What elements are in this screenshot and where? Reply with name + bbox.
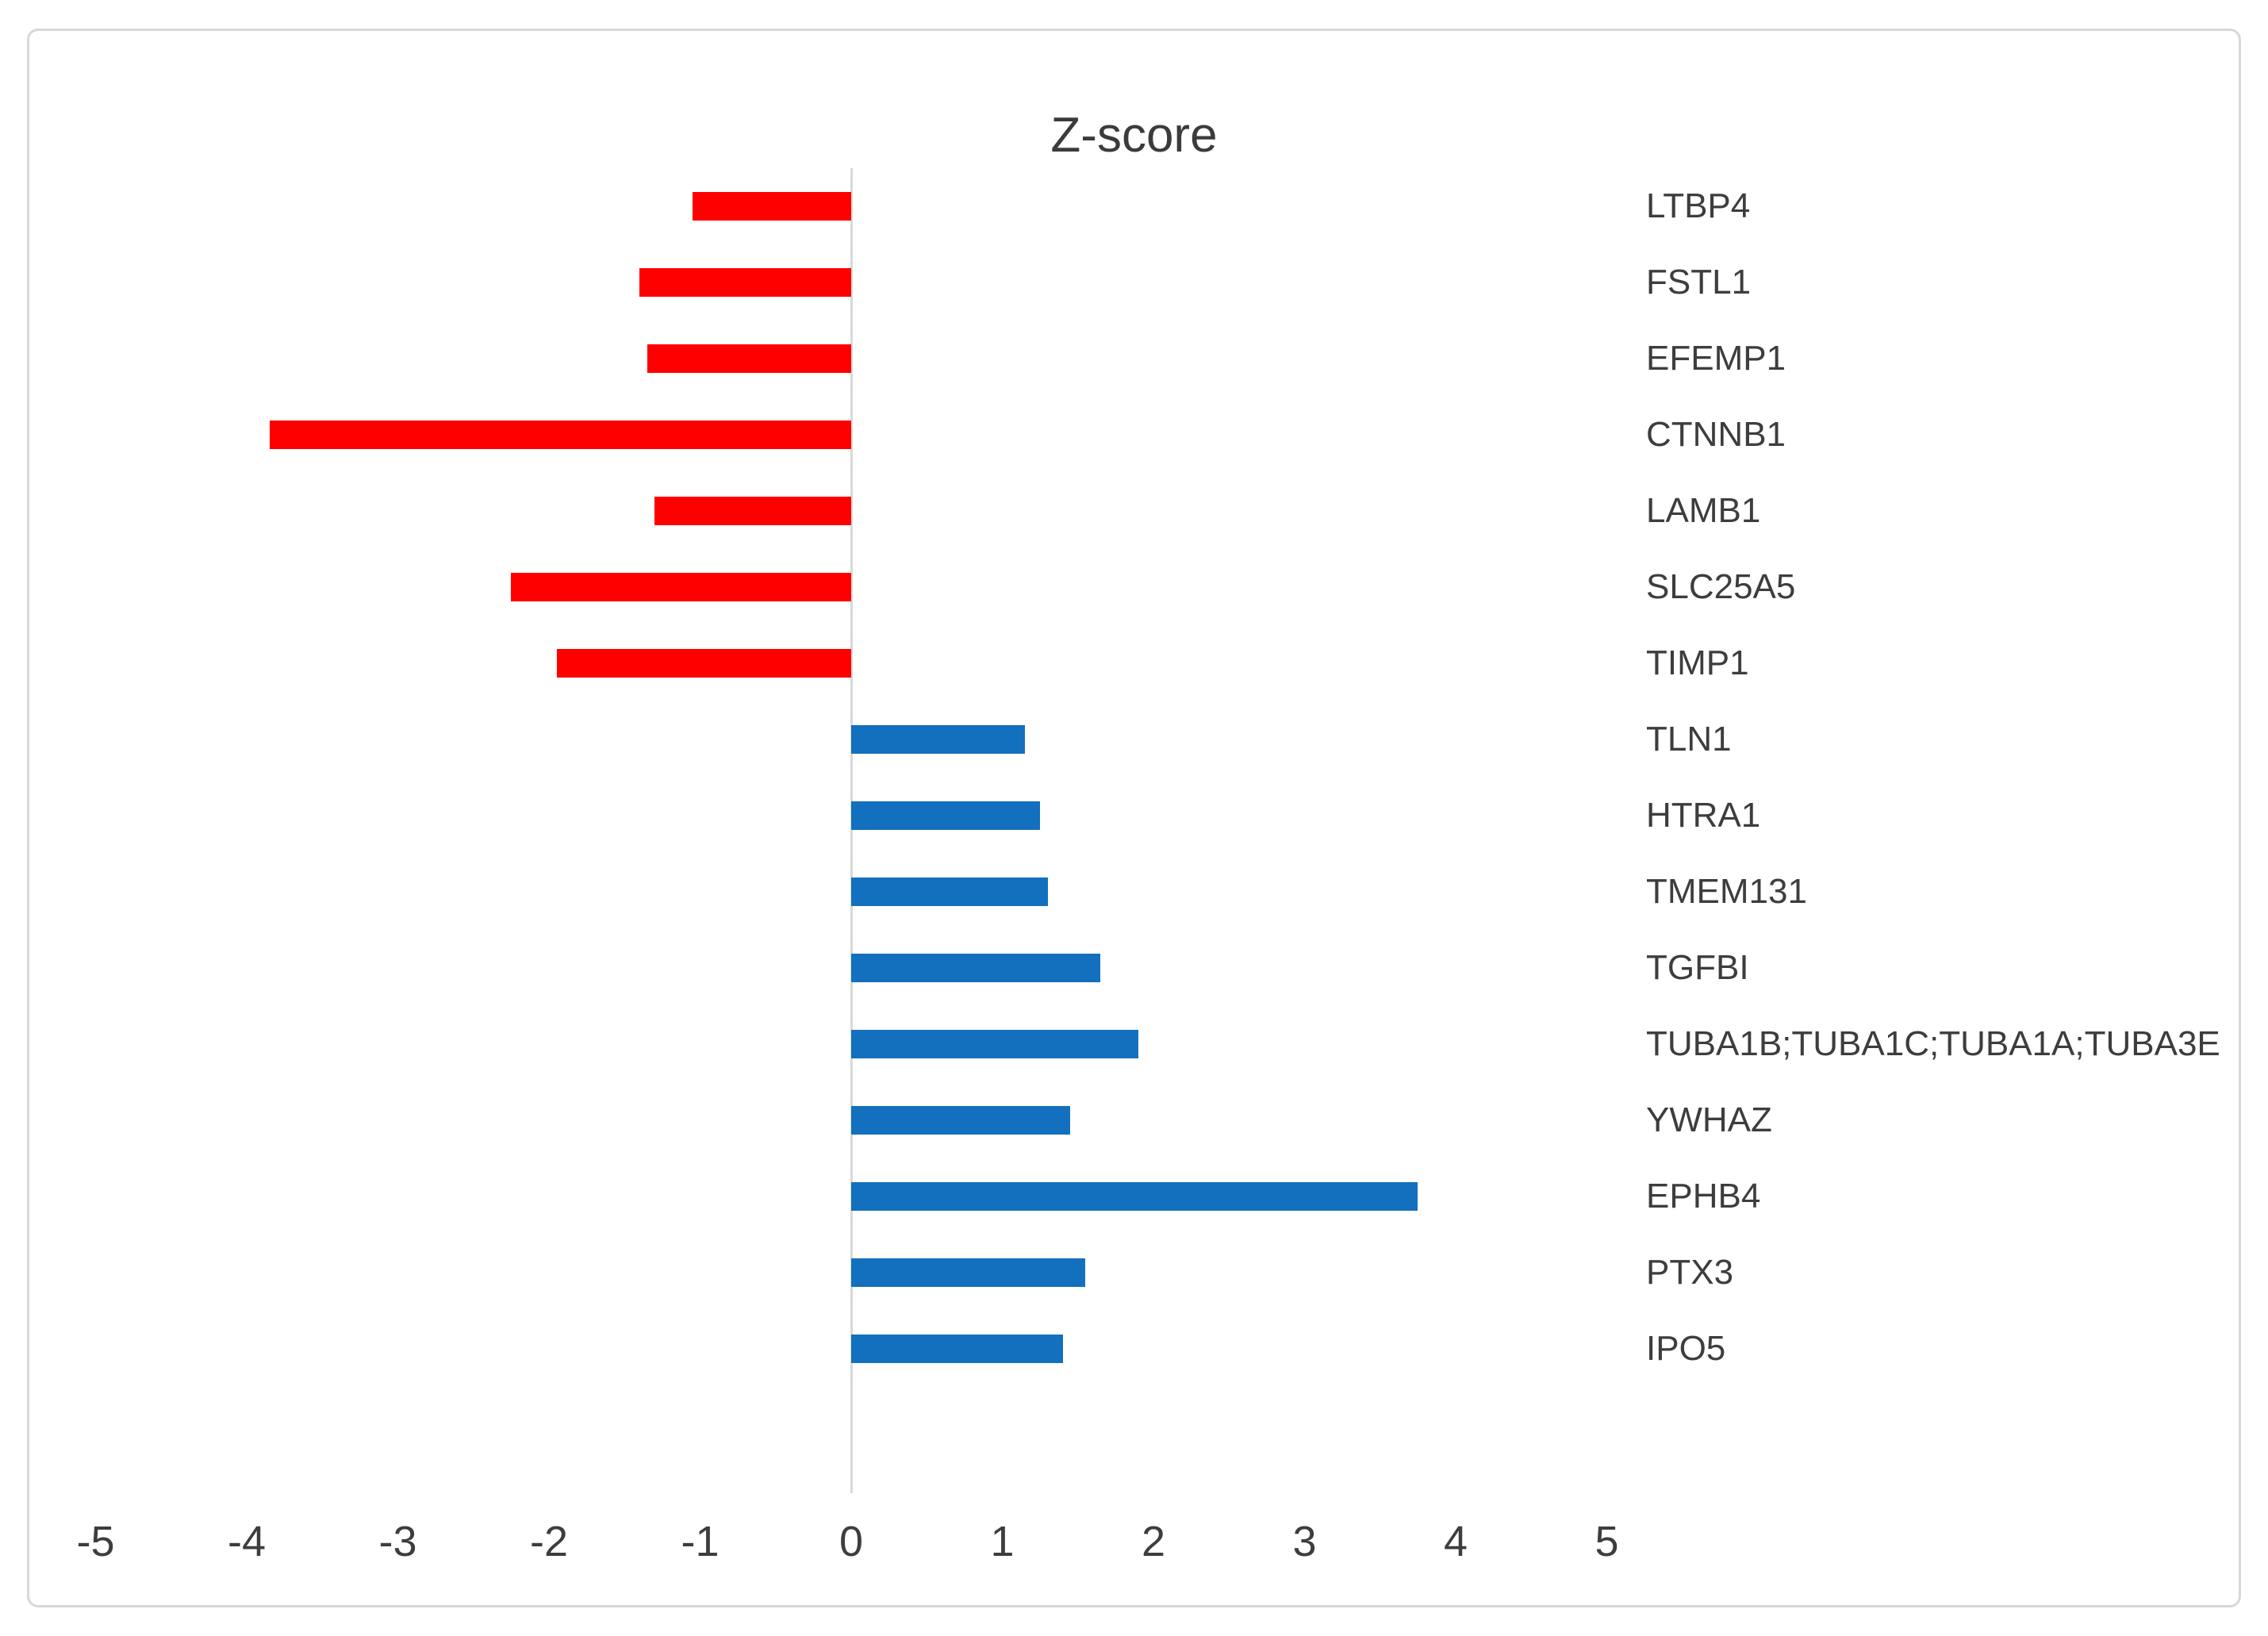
bar-PTX3 [851,1258,1086,1287]
bar-IPO5 [851,1335,1063,1363]
x-tick-label: -2 [529,1518,569,1565]
category-label: PTX3 [1646,1253,1734,1292]
bar-TGFBI [851,954,1101,982]
chart-frame: Z-score [27,29,2241,1607]
category-axis-line [850,168,853,1493]
category-label: CTNNB1 [1646,415,1786,454]
category-label: TGFBI [1646,948,1749,987]
x-tick-label: 4 [1443,1518,1468,1565]
bar-SLC25A5 [511,573,851,601]
bar-TUBA1B;TUBA1C;TUBA1A;TUBA3E [851,1030,1138,1058]
x-tick-label: -1 [681,1518,720,1565]
x-tick-label: 0 [839,1518,864,1565]
bar-TMEM131 [851,878,1048,906]
chart-title: Z-score [1050,108,1218,163]
x-tick-label: -4 [227,1518,267,1565]
x-tick-label: 3 [1292,1518,1317,1565]
bar-LTBP4 [692,192,851,221]
x-tick-label: -5 [76,1518,115,1565]
category-label: TUBA1B;TUBA1C;TUBA1A;TUBA3E [1646,1024,2220,1063]
bar-TLN1 [851,725,1026,754]
bar-EFEMP1 [647,344,851,373]
bar-CTNNB1 [269,421,851,449]
category-label: TLN1 [1646,720,1732,758]
bar-TIMP1 [556,649,851,678]
category-label: HTRA1 [1646,796,1761,835]
category-label: IPO5 [1646,1329,1726,1368]
category-label: EPHB4 [1646,1177,1761,1215]
category-label: LTBP4 [1646,186,1751,225]
x-tick-label: 2 [1141,1518,1166,1565]
category-label: TIMP1 [1646,643,1749,682]
x-tick-label: 5 [1595,1518,1619,1565]
bar-HTRA1 [851,801,1041,830]
bar-EPHB4 [851,1182,1418,1211]
category-label: SLC25A5 [1646,567,1796,606]
category-label: YWHAZ [1646,1100,1772,1139]
bar-FSTL1 [639,268,851,297]
bar-LAMB1 [654,497,851,525]
bar-YWHAZ [851,1106,1071,1135]
x-tick-label: 1 [990,1518,1015,1565]
category-label: FSTL1 [1646,263,1752,301]
x-tick-label: -3 [378,1518,417,1565]
category-label: TMEM131 [1646,872,1807,911]
category-label: EFEMP1 [1646,339,1786,378]
category-label: LAMB1 [1646,491,1761,530]
